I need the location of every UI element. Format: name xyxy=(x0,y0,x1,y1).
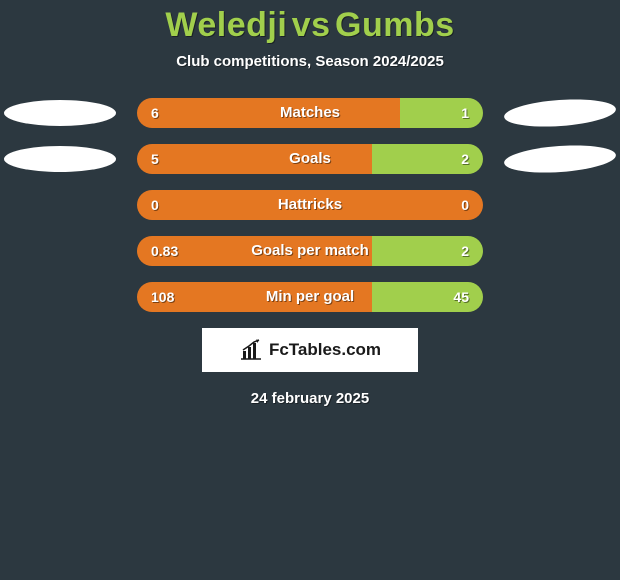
player-ellipse-right xyxy=(503,96,617,130)
stat-value-right: 45 xyxy=(453,282,469,312)
player-ellipse-left xyxy=(4,146,116,172)
title-block: Weledji vs Gumbs xyxy=(0,0,620,45)
stat-row: 61Matches xyxy=(0,98,620,128)
date-text: 24 february 2025 xyxy=(0,390,620,407)
stat-value-right: 2 xyxy=(461,236,469,266)
stat-value-left: 0.83 xyxy=(151,236,178,266)
logo-text: FcTables.com xyxy=(269,340,381,360)
stat-bar: 00Hattricks xyxy=(137,190,483,220)
stat-value-left: 5 xyxy=(151,144,159,174)
player-ellipse-right xyxy=(503,142,617,176)
title-player1: Weledji xyxy=(165,6,287,44)
bar-segment-left xyxy=(137,98,400,128)
comparison-rows: 61Matches52Goals00Hattricks0.832Goals pe… xyxy=(0,98,620,312)
title-vs: vs xyxy=(292,6,331,44)
logo-box: FcTables.com xyxy=(202,328,418,372)
stat-value-left: 0 xyxy=(151,190,159,220)
stat-bar: 52Goals xyxy=(137,144,483,174)
stat-bar: 61Matches xyxy=(137,98,483,128)
stat-bar: 0.832Goals per match xyxy=(137,236,483,266)
title-player2: Gumbs xyxy=(335,6,455,44)
stat-row: 00Hattricks xyxy=(0,190,620,220)
bar-segment-left xyxy=(137,190,483,220)
bar-segment-left xyxy=(137,144,372,174)
subtitle: Club competitions, Season 2024/2025 xyxy=(0,53,620,70)
stat-value-right: 1 xyxy=(461,98,469,128)
stat-row: 10845Min per goal xyxy=(0,282,620,312)
bar-segment-right xyxy=(400,98,483,128)
stat-row: 0.832Goals per match xyxy=(0,236,620,266)
stat-bar: 10845Min per goal xyxy=(137,282,483,312)
stat-value-left: 6 xyxy=(151,98,159,128)
player-ellipse-left xyxy=(4,100,116,126)
stat-value-right: 2 xyxy=(461,144,469,174)
stat-row: 52Goals xyxy=(0,144,620,174)
stat-value-right: 0 xyxy=(461,190,469,220)
bar-chart-icon xyxy=(239,339,263,361)
stat-value-left: 108 xyxy=(151,282,174,312)
